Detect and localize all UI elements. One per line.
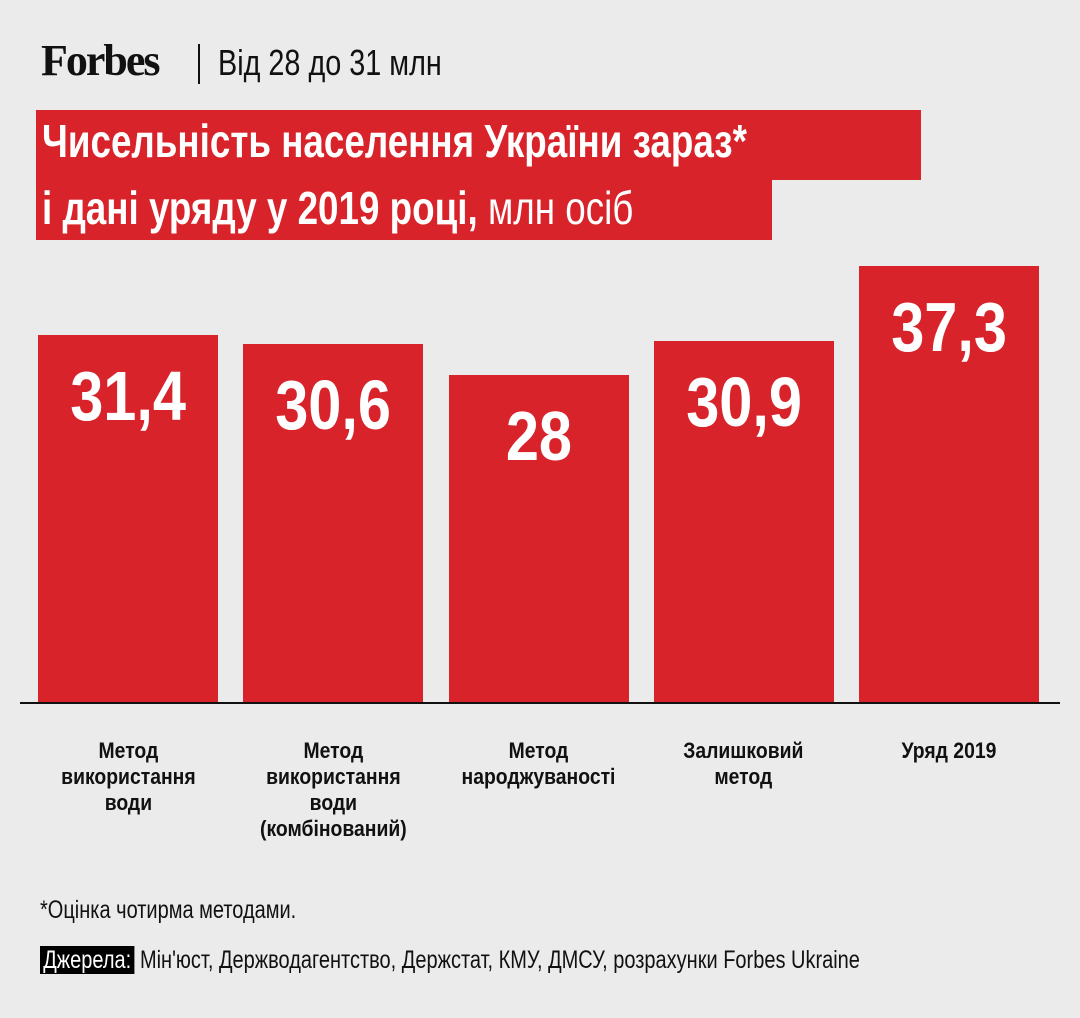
category-label: Метод використання води (комбінований) — [259, 738, 407, 841]
bar — [38, 335, 218, 703]
category-label: Метод народжуваності — [461, 738, 616, 789]
data-label: 28 — [505, 396, 572, 475]
sources: Джерела: Мін'юст, Держводагентство, Держ… — [40, 943, 1065, 977]
bar — [243, 344, 424, 703]
baseline — [20, 702, 1060, 704]
bar — [448, 374, 629, 703]
subtitle: Від 28 до 31 млн — [218, 42, 442, 83]
category-label: Метод використання води — [60, 738, 196, 815]
chart-title-line-1: Чисельність населення України зараз* — [36, 110, 921, 180]
data-label: 37,3 — [891, 288, 1007, 366]
bar — [653, 340, 834, 703]
divider — [198, 44, 200, 84]
data-label: 30,6 — [275, 366, 392, 445]
title-main: і дані уряду у 2019 році, — [42, 182, 478, 234]
footnote: *Оцінка чотирма методами. — [40, 896, 297, 924]
bar — [859, 266, 1039, 703]
data-label: 30,9 — [685, 362, 802, 441]
title-unit: млн осіб — [487, 182, 634, 234]
chart-title-line-2: і дані уряду у 2019 році, млн осіб — [36, 180, 772, 240]
sources-label: Джерела: — [40, 946, 135, 974]
forbes-logo: Forbes — [41, 36, 161, 85]
sources-text: Мін'юст, Держводагентство, Держстат, КМУ… — [139, 946, 860, 974]
category-label: Залишковий метод — [683, 738, 804, 789]
data-label: 31,4 — [70, 357, 186, 436]
category-label: Уряд 2019 — [901, 738, 997, 763]
